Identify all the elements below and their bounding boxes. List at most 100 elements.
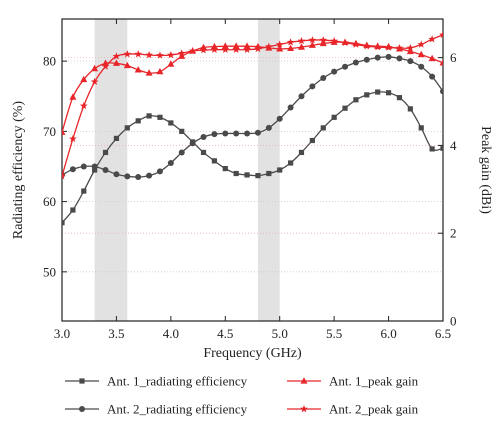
series-4-point-21 bbox=[275, 40, 284, 48]
series-2-point-18 bbox=[244, 130, 251, 137]
series-1-point-34 bbox=[418, 125, 424, 131]
series-2-point-13 bbox=[189, 140, 196, 147]
series-2-point-14 bbox=[200, 133, 207, 140]
series-2-point-20 bbox=[265, 124, 272, 131]
series-3-point-11 bbox=[167, 60, 175, 67]
series-1-point-22 bbox=[288, 160, 294, 166]
series-4-point-36 bbox=[439, 30, 443, 39]
series-2-point-7 bbox=[124, 173, 131, 180]
series-4-point-18 bbox=[243, 45, 251, 53]
series-1-point-14 bbox=[200, 149, 207, 156]
series-4-point-16 bbox=[221, 45, 230, 53]
series-3-point-3 bbox=[80, 75, 88, 83]
series-4-point-8 bbox=[134, 50, 142, 58]
series-2-point-15 bbox=[211, 131, 218, 138]
series-2-point-25 bbox=[320, 74, 327, 81]
legend-entry-3: Ant. 2_radiating efficiency bbox=[65, 402, 248, 417]
series-2-point-36 bbox=[440, 88, 443, 95]
series-2-point-34 bbox=[418, 63, 425, 70]
y-left-tick-label-60: 60 bbox=[43, 194, 56, 209]
series-1-point-8 bbox=[135, 118, 141, 124]
series-3-point-6 bbox=[112, 59, 120, 66]
series-3-point-21 bbox=[276, 45, 284, 52]
series-3-point-34 bbox=[417, 50, 425, 58]
series-4-point-17 bbox=[232, 45, 240, 53]
series-3-point-23 bbox=[297, 43, 305, 50]
x-tick-label-4.0: 4.0 bbox=[163, 326, 179, 341]
series-2-point-33 bbox=[407, 58, 414, 65]
series-3-point-25 bbox=[319, 39, 327, 47]
series-1-point-24 bbox=[309, 137, 315, 144]
legend-label-3: Ant. 2_radiating efficiency bbox=[107, 402, 248, 417]
series-2-point-10 bbox=[156, 168, 163, 175]
series-2-point-31 bbox=[385, 53, 392, 60]
series-1-point-35 bbox=[429, 146, 435, 152]
series-2-point-22 bbox=[287, 104, 294, 111]
series-2-point-30 bbox=[374, 54, 381, 61]
series-1-point-7 bbox=[124, 125, 130, 131]
legend-label-1: Ant. 1_radiating efficiency bbox=[107, 374, 248, 389]
series-2-point-26 bbox=[331, 68, 338, 75]
y-left-axis-title: Radiating efficiency (%) bbox=[11, 101, 26, 239]
series-2-point-4 bbox=[91, 163, 98, 170]
y-right-tick-label-4: 4 bbox=[450, 138, 457, 153]
y-right-tick-label-6: 6 bbox=[450, 50, 457, 65]
series-3-point-12 bbox=[178, 52, 186, 59]
series-4-point-19 bbox=[254, 44, 262, 53]
series-4-point-26 bbox=[330, 36, 338, 45]
series-3-point-24 bbox=[308, 41, 316, 48]
series-4-point-6 bbox=[112, 52, 121, 60]
series-2-point-35 bbox=[429, 73, 436, 80]
series-1-point-27 bbox=[342, 105, 348, 111]
axis-ticks: 3.0 3.5 4.0 4.5 5.0 5.5 6.0 6.5 50 60 70 80 0 2 4 6 bbox=[43, 19, 457, 341]
series-1-point-18 bbox=[244, 172, 250, 178]
x-tick-label-3.5: 3.5 bbox=[108, 326, 124, 341]
series-1-point-9 bbox=[146, 113, 152, 119]
series-2-point-5 bbox=[102, 167, 109, 173]
y-left-tick-label-80: 80 bbox=[43, 54, 56, 69]
series-4-point-12 bbox=[177, 49, 186, 57]
series-1-point-26 bbox=[331, 114, 337, 120]
series-4-point-5 bbox=[101, 62, 110, 70]
x-tick-label-6.0: 6.0 bbox=[380, 326, 396, 341]
series-1-point-11 bbox=[168, 120, 174, 126]
series-1-point-2 bbox=[70, 207, 76, 213]
series-3-point-9 bbox=[145, 69, 153, 76]
y-left-tick-label-50: 50 bbox=[43, 264, 56, 279]
series-2-point-2 bbox=[69, 166, 76, 173]
y-right-axis-title: Peak gain (dBi) bbox=[478, 126, 493, 214]
series-2-point-9 bbox=[146, 172, 153, 179]
series-1-point-10 bbox=[157, 114, 163, 120]
series-4-point-15 bbox=[210, 45, 219, 53]
series-2-point-17 bbox=[233, 130, 240, 137]
series-1-point-36 bbox=[440, 145, 443, 151]
series-4-point-11 bbox=[167, 50, 175, 59]
x-tick-label-5.5: 5.5 bbox=[326, 326, 342, 341]
series-4-point-13 bbox=[188, 47, 197, 55]
series-4-point-2 bbox=[69, 134, 77, 143]
series-2-point-29 bbox=[363, 56, 370, 63]
series-3-point-22 bbox=[287, 44, 295, 52]
series-4-point-4 bbox=[90, 77, 99, 86]
shaded-bands bbox=[94, 19, 280, 321]
x-tick-label-4.5: 4.5 bbox=[217, 326, 233, 341]
series-1-point-3 bbox=[81, 188, 87, 194]
series-2-point-8 bbox=[135, 174, 142, 181]
series-4-point-31 bbox=[384, 43, 393, 51]
series-3-point-2 bbox=[69, 93, 77, 100]
series-2-point-19 bbox=[254, 129, 261, 136]
series-2-point-12 bbox=[178, 149, 185, 156]
series-1-point-12 bbox=[179, 128, 185, 134]
series-3-point-4 bbox=[91, 64, 99, 72]
series-layer bbox=[62, 30, 443, 226]
series-1-point-16 bbox=[222, 165, 228, 172]
series-4-point-28 bbox=[352, 40, 360, 48]
x-tick-label-3.0: 3.0 bbox=[54, 326, 70, 341]
legend-label-2: Ant. 1_peak gain bbox=[329, 374, 419, 389]
series-4-point-35 bbox=[428, 35, 436, 43]
series-4-point-30 bbox=[373, 43, 382, 51]
series-4-point-7 bbox=[123, 50, 132, 58]
series-3-point-36 bbox=[439, 59, 443, 66]
series-1-point-1 bbox=[62, 220, 65, 226]
